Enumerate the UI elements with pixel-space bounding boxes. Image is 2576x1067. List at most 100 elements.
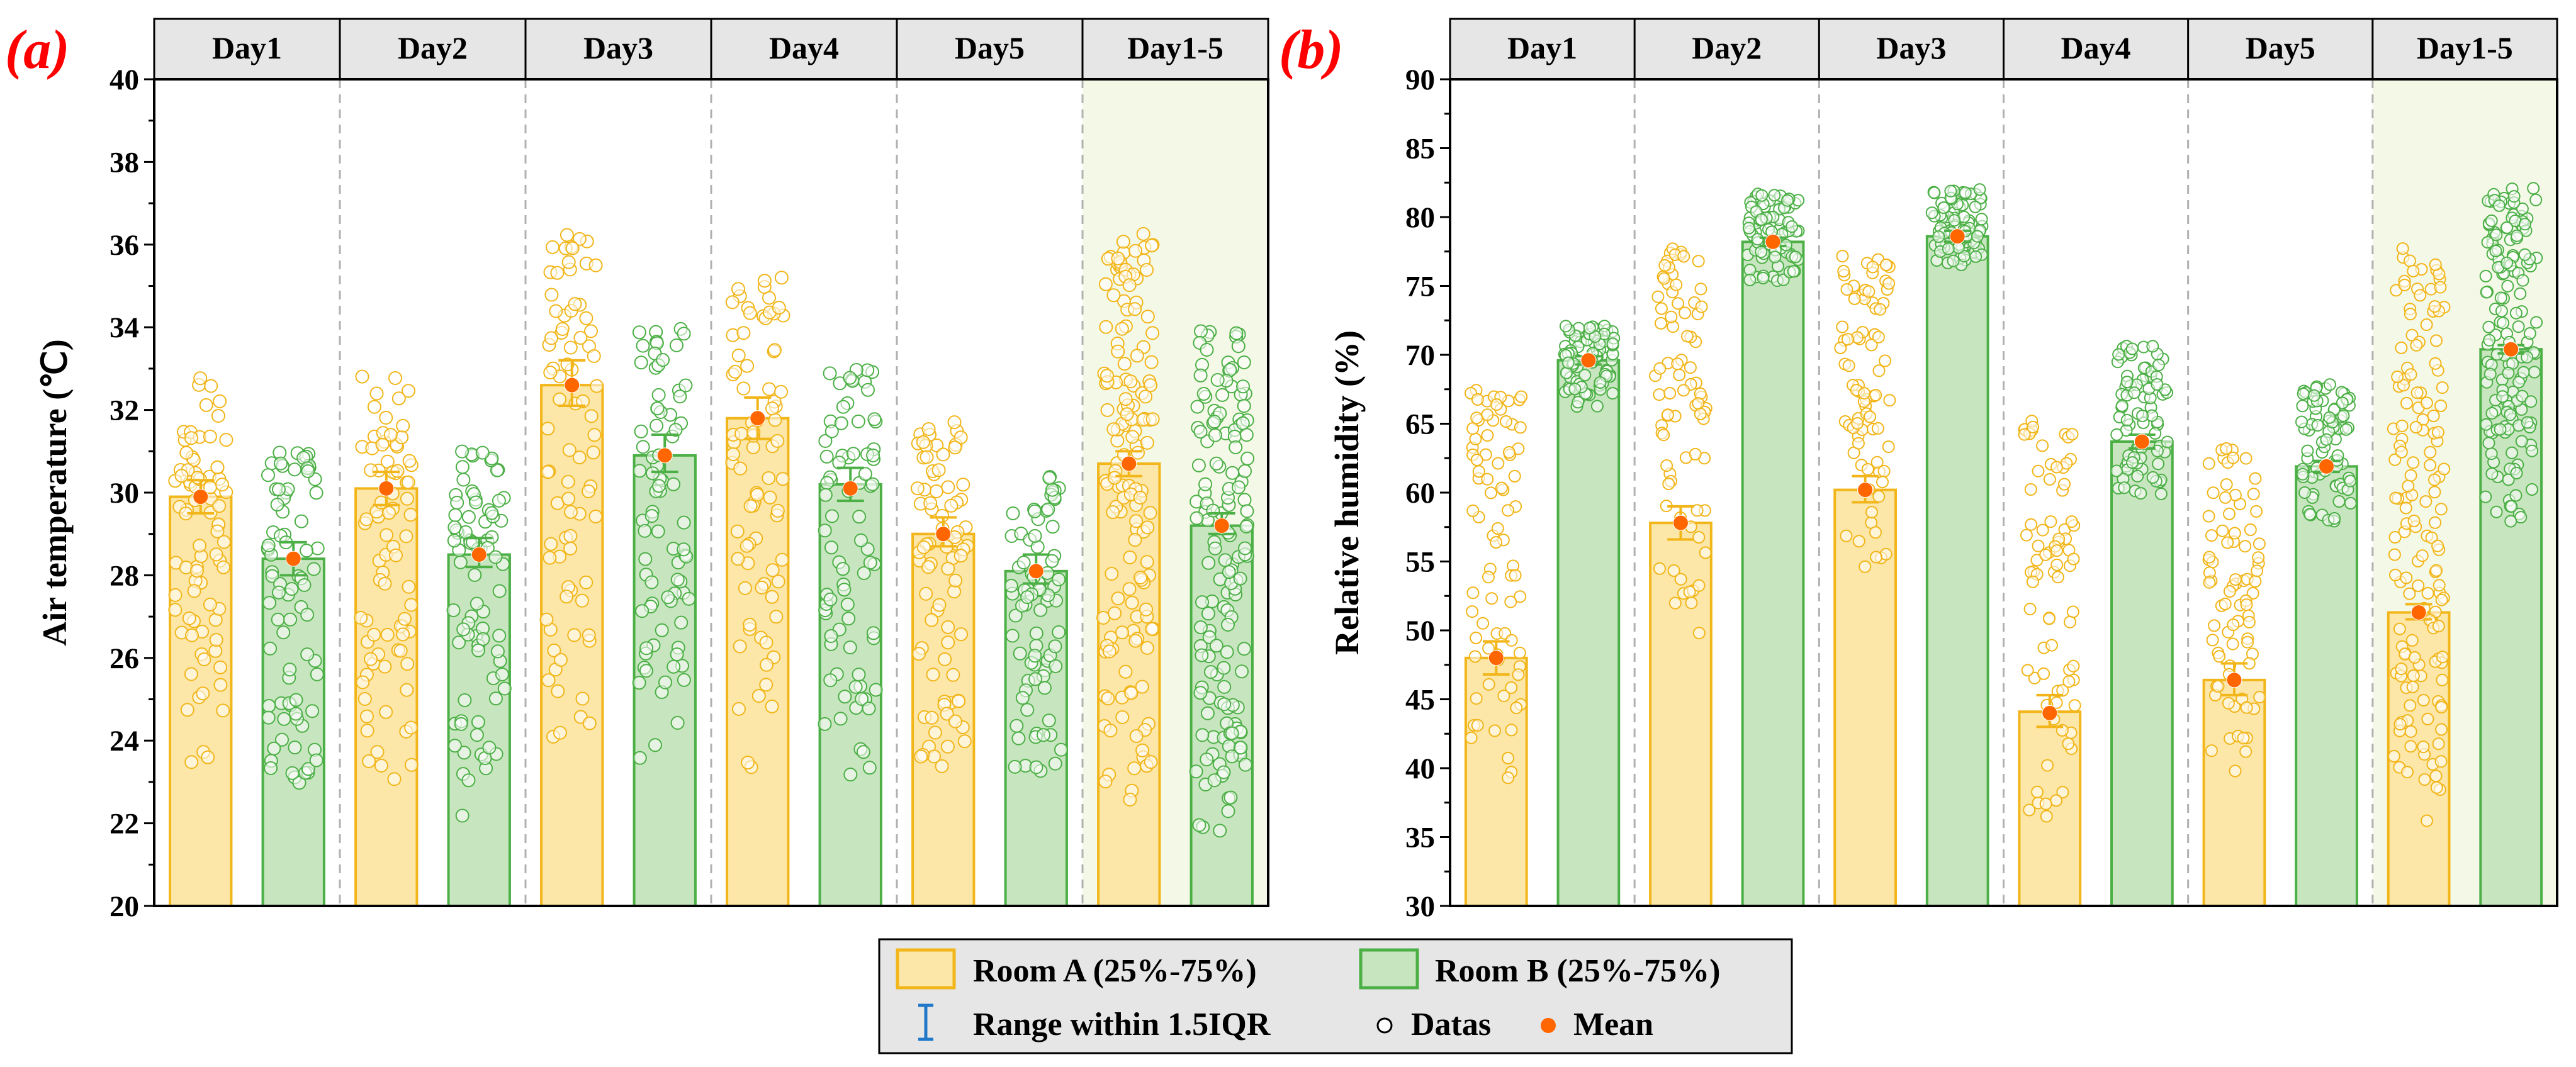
- data-point: [2435, 593, 2448, 606]
- data-point: [2237, 732, 2250, 745]
- data-point: [364, 463, 378, 478]
- data-point: [209, 547, 223, 562]
- data-point: [2037, 667, 2050, 680]
- data-point: [1015, 691, 1030, 705]
- data-point: [1145, 238, 1159, 253]
- data-point: [404, 757, 419, 772]
- data-point: [1768, 189, 1781, 202]
- data-point: [2530, 316, 2543, 329]
- data-point: [369, 386, 384, 401]
- data-point: [1221, 618, 1235, 632]
- data-point: [726, 447, 740, 461]
- mean-dot-room-a-day1-5: [1121, 455, 1137, 472]
- data-point: [1471, 718, 1484, 732]
- data-point: [549, 304, 563, 318]
- data-point: [2146, 340, 2159, 353]
- data-point: [2396, 242, 2409, 255]
- data-point: [213, 678, 228, 692]
- data-point: [375, 437, 390, 452]
- data-point: [1681, 330, 1694, 343]
- data-point: [2068, 699, 2081, 712]
- data-point: [1208, 541, 1222, 556]
- data-point: [2407, 515, 2421, 527]
- data-point: [2344, 474, 2357, 488]
- data-point: [1932, 230, 1945, 243]
- data-point: [2418, 773, 2431, 786]
- datas-points-room-a-day3: [539, 228, 604, 744]
- data-point: [650, 418, 664, 433]
- data-point: [1514, 590, 1527, 603]
- group-label-day4: Day4: [769, 30, 839, 65]
- data-point: [820, 476, 835, 490]
- data-point: [946, 668, 960, 682]
- data-point: [636, 440, 650, 454]
- data-point: [1049, 659, 1063, 673]
- data-point: [1491, 522, 1504, 535]
- data-point: [1130, 349, 1144, 363]
- data-point: [2479, 490, 2492, 503]
- data-point: [2432, 620, 2445, 633]
- data-point: [289, 693, 303, 707]
- data-point: [1193, 686, 1208, 700]
- data-point: [2045, 639, 2058, 652]
- data-point: [1118, 392, 1133, 406]
- data-point: [2219, 491, 2232, 504]
- data-point: [383, 428, 398, 442]
- data-point: [1836, 250, 1849, 263]
- data-point: [1237, 355, 1251, 369]
- data-point: [586, 445, 600, 460]
- data-point: [1512, 668, 1525, 681]
- data-point: [1684, 361, 1697, 374]
- data-point: [211, 409, 225, 423]
- data-point: [1123, 550, 1137, 564]
- data-point: [1222, 565, 1236, 579]
- data-point: [869, 683, 883, 697]
- data-point: [2039, 548, 2052, 561]
- data-point: [561, 491, 576, 506]
- data-point: [307, 562, 321, 576]
- data-point: [670, 647, 684, 662]
- data-point: [1937, 201, 1950, 215]
- mean-dot-room-b-day1: [1580, 352, 1597, 369]
- data-point: [543, 366, 558, 380]
- data-point: [824, 424, 839, 439]
- data-point: [2406, 680, 2419, 693]
- data-point: [2521, 416, 2534, 429]
- data-point: [1969, 200, 1982, 213]
- data-point: [912, 647, 926, 661]
- group-label-day2: Day2: [1692, 30, 1762, 65]
- data-point: [215, 478, 229, 492]
- data-point: [1195, 595, 1209, 610]
- data-point: [1054, 742, 1068, 757]
- data-point: [2303, 508, 2316, 521]
- data-point: [2250, 505, 2263, 518]
- data-point: [1876, 476, 1889, 489]
- data-point: [2331, 449, 2344, 462]
- data-point: [213, 394, 227, 408]
- data-point: [956, 478, 970, 492]
- datas-points-room-b-day3: [1925, 183, 1989, 271]
- data-point: [728, 364, 743, 379]
- data-point: [732, 701, 746, 716]
- data-point: [765, 589, 779, 604]
- data-point: [2062, 737, 2075, 751]
- data-point: [1238, 464, 1252, 478]
- data-point: [544, 331, 558, 345]
- datas-points-room-b-day4: [818, 363, 883, 782]
- data-point: [447, 739, 462, 753]
- datas-points-room-a-day5: [910, 415, 974, 773]
- data-point: [550, 265, 565, 280]
- data-point: [743, 499, 758, 513]
- data-point: [1101, 691, 1115, 706]
- data-point: [492, 493, 506, 508]
- data-point: [1466, 504, 1480, 517]
- data-point: [1834, 342, 1847, 354]
- data-point: [1190, 399, 1205, 414]
- data-point: [1755, 189, 1769, 202]
- data-point: [1213, 824, 1227, 838]
- data-point: [1221, 804, 1235, 818]
- data-point: [2414, 289, 2427, 302]
- data-point: [1106, 422, 1121, 437]
- data-point: [305, 704, 320, 718]
- data-point: [264, 761, 278, 775]
